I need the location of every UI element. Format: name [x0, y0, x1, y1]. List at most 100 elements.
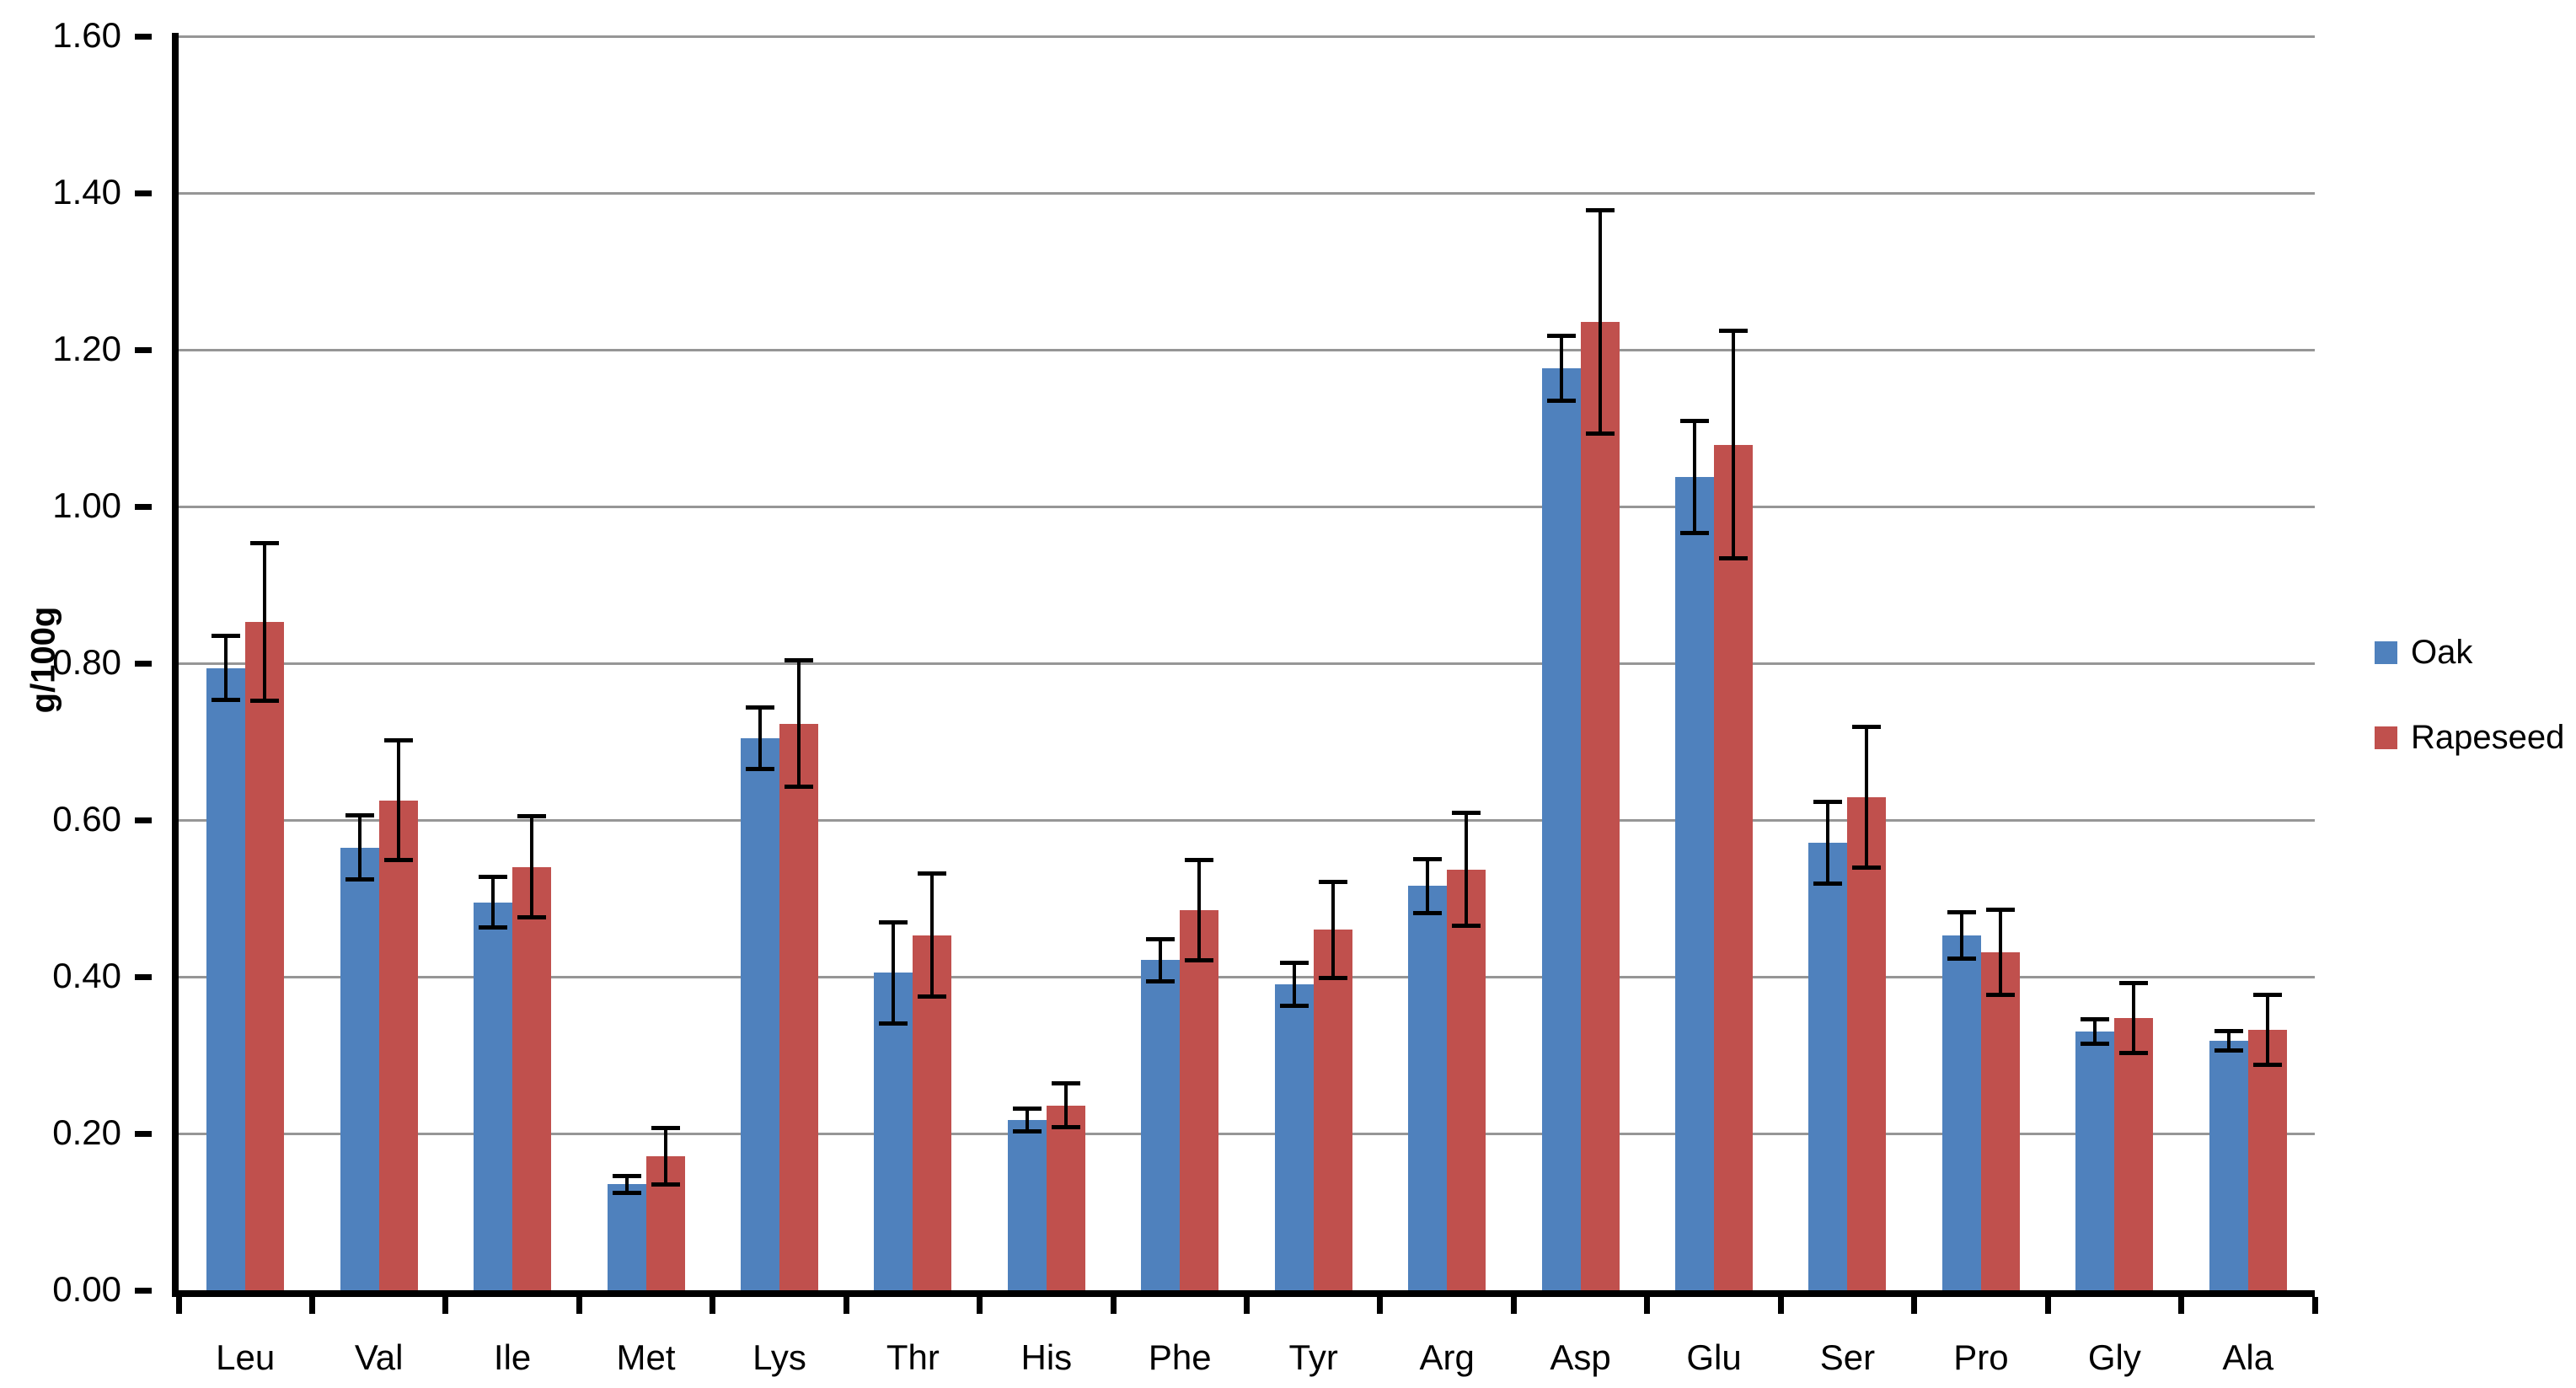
error-bar-rapeseed-leu-top-cap: [250, 540, 280, 545]
y-axis-label: 1.20: [52, 328, 121, 368]
error-bar-rapeseed-his-top-cap: [1051, 1081, 1080, 1086]
error-bar-rapeseed-val-top-cap: [383, 738, 413, 743]
y-axis-label: 0.60: [52, 798, 121, 839]
error-bar-rapeseed-asp-bottom-cap: [1585, 431, 1615, 436]
error-bar-oak-arg: [1426, 858, 1430, 914]
error-bar-oak-phe-bottom-cap: [1146, 978, 1176, 983]
error-bar-oak-ala-bottom-cap: [2214, 1048, 2243, 1053]
error-bar-rapeseed-gly-top-cap: [2119, 981, 2149, 986]
error-bar-oak-met-top-cap: [612, 1174, 641, 1179]
y-tick-0.40: 0.40: [0, 956, 152, 995]
error-bar-rapeseed-met-bottom-cap: [651, 1182, 680, 1187]
bar-oak-glu: [1675, 476, 1715, 1290]
bar-rapeseed-gly: [2114, 1018, 2154, 1290]
error-bar-rapeseed-phe-bottom-cap: [1185, 958, 1214, 963]
legend-swatch-oak: [2375, 641, 2397, 664]
y-gridline-0.60: [179, 818, 2315, 822]
error-bar-rapeseed-ile-top-cap: [517, 814, 547, 819]
error-bar-rapeseed-lys-top-cap: [784, 658, 813, 663]
error-bar-rapeseed-tyr-top-cap: [1318, 879, 1347, 884]
error-bar-oak-his: [1025, 1108, 1029, 1133]
error-bar-oak-asp: [1559, 335, 1563, 402]
bar-oak-pro: [1941, 935, 1981, 1290]
error-bar-rapeseed-asp-top-cap: [1585, 207, 1615, 212]
error-bar-oak-lys-top-cap: [745, 705, 774, 710]
x-label-his: His: [1020, 1337, 1073, 1377]
error-bar-oak-glu-top-cap: [1680, 418, 1710, 423]
error-bar-rapeseed-met-top-cap: [651, 1125, 680, 1130]
bar-rapeseed-glu: [1714, 444, 1754, 1290]
y-tick-mark: [135, 660, 152, 667]
error-bar-oak-asp-bottom-cap: [1546, 399, 1576, 404]
x-tick: [1377, 1297, 1384, 1314]
x-label-lys: Lys: [752, 1337, 806, 1377]
x-label-ile: Ile: [493, 1337, 532, 1377]
x-tick: [175, 1297, 182, 1314]
y-gridline-1.40: [179, 191, 2315, 195]
bar-rapeseed-leu: [245, 621, 285, 1290]
y-tick-1.40: 1.40: [0, 172, 152, 212]
x-tick: [710, 1297, 716, 1314]
bar-oak-lys: [740, 738, 779, 1290]
error-bar-oak-ser-top-cap: [1813, 799, 1843, 804]
error-bar-rapeseed-thr: [930, 873, 935, 998]
y-tick-mark: [135, 1287, 152, 1294]
error-bar-rapeseed-ser: [1865, 726, 1869, 868]
x-tick: [1911, 1297, 1918, 1314]
error-bar-oak-arg-top-cap: [1413, 856, 1443, 861]
x-tick: [843, 1297, 849, 1314]
error-bar-oak-glu: [1693, 420, 1697, 533]
error-bar-rapeseed-gly: [2132, 983, 2136, 1054]
x-tick: [2044, 1297, 2051, 1314]
x-tick: [442, 1297, 449, 1314]
error-bar-oak-ile-bottom-cap: [479, 925, 508, 930]
x-label-tyr: Tyr: [1288, 1337, 1338, 1377]
y-axis-label: 0.80: [52, 641, 121, 682]
error-bar-oak-leu: [224, 635, 228, 700]
error-bar-rapeseed-pro-bottom-cap: [1985, 993, 2015, 998]
error-bar-oak-tyr: [1292, 962, 1296, 1007]
error-bar-oak-pro-top-cap: [1947, 909, 1976, 914]
error-bar-oak-tyr-top-cap: [1279, 961, 1309, 966]
error-bar-rapeseed-ala-top-cap: [2252, 993, 2282, 998]
bar-oak-leu: [206, 667, 246, 1290]
error-bar-oak-gly: [2093, 1019, 2097, 1044]
error-bar-rapeseed-leu: [263, 542, 267, 701]
error-bar-rapeseed-arg-top-cap: [1452, 810, 1481, 815]
bar-oak-val: [340, 847, 379, 1290]
y-axis-label: 1.60: [52, 14, 121, 55]
error-bar-rapeseed-his-bottom-cap: [1051, 1124, 1080, 1129]
error-bar-oak-val-top-cap: [345, 813, 374, 818]
error-bar-oak-his-bottom-cap: [1012, 1129, 1042, 1134]
bar-rapeseed-asp: [1580, 321, 1620, 1290]
y-tick-mark: [135, 503, 152, 510]
x-label-arg: Arg: [1419, 1337, 1475, 1377]
error-bar-oak-gly-bottom-cap: [2081, 1041, 2110, 1046]
error-bar-oak-thr-top-cap: [879, 919, 908, 924]
bar-oak-arg: [1408, 886, 1448, 1290]
error-bar-rapeseed-arg: [1465, 812, 1469, 927]
bar-rapeseed-phe: [1180, 909, 1219, 1290]
x-tick: [977, 1297, 983, 1314]
error-bar-oak-arg-bottom-cap: [1413, 910, 1443, 915]
error-bar-oak-his-top-cap: [1012, 1107, 1042, 1112]
y-tick-0.60: 0.60: [0, 799, 152, 839]
y-tick-0.00: 0.00: [0, 1269, 152, 1309]
error-bar-oak-thr-bottom-cap: [879, 1021, 908, 1026]
x-label-ala: Ala: [2222, 1337, 2274, 1377]
y-tick-mark: [135, 33, 152, 40]
error-bar-rapeseed-glu: [1732, 330, 1736, 560]
bar-oak-tyr: [1274, 984, 1314, 1290]
bar-rapeseed-arg: [1447, 869, 1486, 1290]
legend-item-oak: Oak: [2375, 634, 2564, 672]
error-bar-oak-leu-bottom-cap: [212, 697, 241, 702]
y-tick-1.60: 1.60: [0, 15, 152, 55]
x-tick: [1244, 1297, 1250, 1314]
error-bar-rapeseed-thr-top-cap: [918, 871, 947, 876]
error-bar-oak-asp-top-cap: [1546, 334, 1576, 339]
bar-oak-ile: [474, 902, 513, 1290]
bar-oak-ala: [2209, 1041, 2248, 1290]
bar-rapeseed-val: [378, 800, 418, 1290]
bar-rapeseed-pro: [1980, 952, 2020, 1290]
